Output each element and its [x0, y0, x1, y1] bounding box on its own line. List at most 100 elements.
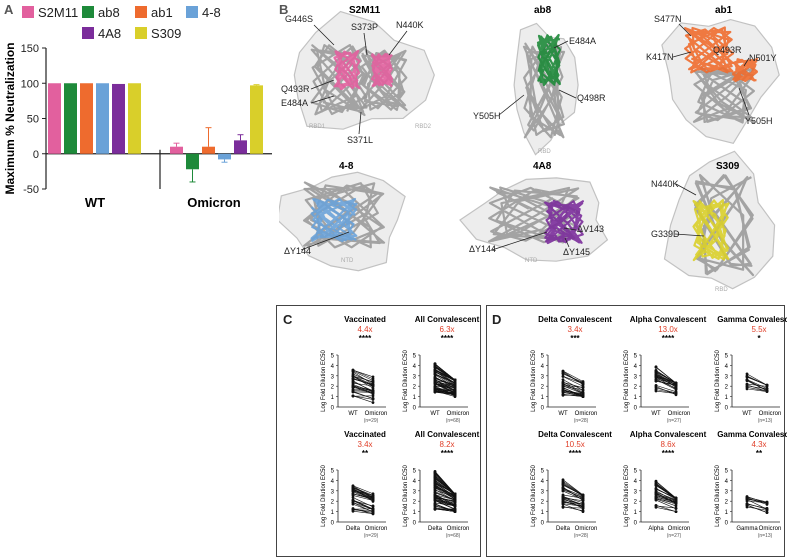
plot-title-c-vacc-wt: Vaccinated: [344, 315, 386, 324]
legend-label-S2M11: S2M11: [38, 5, 78, 20]
pair-line-c-vacc-wt: [352, 384, 374, 393]
pair-point-left-d-gamma-wt: [745, 387, 749, 391]
fold-change-c-vacc-wt: 4.4x: [357, 325, 372, 334]
x-label-left-c-conv-delta: Delta: [428, 526, 443, 532]
pair-line-d-alpha-wt: [655, 373, 677, 384]
pair-line-c-conv-delta: [434, 499, 456, 510]
pair-point-left-d-gamma-gamma: [745, 497, 749, 500]
y-axis-label-d-gamma-gamma: Log Fold Dilution EC50: [715, 464, 721, 526]
pair-point-right-d-delta-wt: [581, 395, 585, 398]
pair-point-left-d-alpha-wt: [654, 366, 658, 369]
fold-change-d-alpha-alpha: 8.6x: [660, 440, 675, 449]
y-axis-label-d-gamma-wt: Log Fold Dilution EC50: [715, 349, 721, 411]
pair-line-c-conv-wt: [434, 386, 456, 396]
y-tick-label: -50: [23, 184, 39, 196]
pair-point-right-c-vacc-wt: [371, 389, 375, 392]
pair-line-c-conv-wt: [434, 366, 456, 381]
y-tick-label-c-conv-delta: 2: [413, 500, 417, 506]
pair-point-left-d-delta-delta: [561, 496, 565, 500]
plot-title-d-gamma-wt: Gamma Convalescent: [717, 315, 787, 324]
y-tick-label-d-alpha-wt: 5: [634, 354, 638, 360]
pair-point-left-d-delta-wt: [561, 375, 565, 378]
y-tick-label-c-vacc-delta: 3: [331, 489, 335, 495]
pair-point-left-c-conv-delta: [433, 506, 437, 510]
pair-line-c-vacc-wt: [352, 391, 374, 399]
pair-line-c-vacc-wt: [352, 369, 374, 378]
y-axis-label-c-vacc-delta: Log Fold Dilution EC50: [321, 464, 327, 526]
pair-line-c-vacc-delta: [352, 488, 374, 498]
y-tick-label-d-gamma-gamma: 5: [725, 469, 729, 475]
fold-change-d-delta-delta: 10.5x: [565, 440, 585, 449]
pair-line-c-conv-delta: [434, 503, 456, 512]
y-tick-label-c-vacc-delta: 1: [331, 510, 335, 516]
pair-point-right-d-alpha-alpha: [674, 504, 678, 508]
y-tick-label-d-gamma-gamma: 4: [725, 479, 729, 485]
ab1-label-n501y-pointer: [743, 57, 750, 67]
y-tick-label-d-delta-wt: 1: [541, 395, 545, 401]
pair-line-d-alpha-alpha: [655, 493, 677, 504]
sample-count-c-conv-wt: (n=68): [446, 418, 461, 424]
pair-point-left-d-alpha-alpha: [654, 491, 658, 495]
pair-line-d-delta-wt: [562, 379, 584, 391]
pair-point-right-c-conv-delta: [453, 510, 457, 513]
pair-point-right-c-conv-delta: [453, 505, 457, 509]
pair-point-right-c-vacc-wt: [371, 377, 375, 381]
sample-count-d-alpha-alpha: (n=27): [667, 533, 682, 539]
pair-point-right-c-conv-wt: [453, 381, 457, 385]
plot-title-d-alpha-alpha: Alpha Convalescent: [630, 430, 707, 439]
pair-point-left-d-gamma-wt: [745, 382, 749, 386]
y-tick-label: 100: [21, 78, 39, 90]
pair-point-left-d-alpha-wt: [654, 386, 658, 390]
y-tick-label-c-vacc-wt: 4: [331, 364, 335, 370]
pair-point-right-d-alpha-wt: [674, 391, 678, 395]
f48-label-dy144: ΔY144: [284, 246, 311, 256]
pair-point-right-d-gamma-gamma: [765, 501, 769, 505]
pair-point-left-c-conv-delta: [433, 497, 437, 501]
ab1-label-y505h-pointer: [738, 87, 750, 116]
pair-point-right-d-delta-delta: [581, 495, 585, 499]
pair-line-d-delta-delta: [562, 499, 584, 505]
y-tick-label-c-vacc-wt: 5: [331, 354, 335, 360]
f48-label-dy144-pointer: [300, 231, 350, 251]
pair-line-d-alpha-wt: [655, 389, 677, 394]
pair-line-c-vacc-wt: [352, 375, 374, 385]
pair-point-left-c-vacc-delta: [351, 507, 355, 510]
x-label-right-d-delta-delta: Omicron: [575, 526, 598, 532]
pair-line-d-delta-wt: [562, 385, 584, 391]
y-tick-label-d-delta-wt: 2: [541, 385, 545, 391]
pair-point-left-c-conv-wt: [433, 385, 437, 389]
bar-Omicron-S2M11: [170, 146, 183, 154]
plot-title-d-delta-wt: Delta Convalescent: [538, 315, 612, 324]
f4a8-label-dv143-pointer: [563, 227, 577, 231]
pair-line-c-vacc-wt: [352, 377, 374, 386]
pair-point-right-c-vacc-wt: [371, 397, 375, 400]
s2m11-label-s371l: S371L: [347, 135, 373, 145]
structure-title-4a8: 4A8: [533, 161, 552, 172]
y-axis-label-d-delta-delta: Log Fold Dilution EC50: [531, 464, 537, 526]
pair-line-d-alpha-wt: [655, 377, 677, 390]
pair-point-left-d-alpha-alpha: [654, 482, 658, 486]
pair-line-d-alpha-wt: [655, 385, 677, 392]
pair-line-c-conv-wt: [434, 381, 456, 391]
ab1-label-s477n-pointer: [678, 23, 692, 37]
pair-point-left-c-conv-wt: [433, 390, 437, 394]
panel-letter-c: C: [283, 312, 293, 327]
pair-line-c-conv-wt: [434, 388, 456, 392]
ab1-epitope-1: [684, 26, 735, 74]
pair-point-left-c-conv-delta: [433, 469, 437, 473]
ab1-label-n501y: N501Y: [749, 53, 777, 63]
pair-point-right-c-vacc-delta: [371, 504, 375, 508]
y-axis-label: Maximum % Neutralization: [3, 42, 17, 194]
s309-corner-rbd: RBD: [715, 287, 728, 293]
pair-line-c-conv-delta: [434, 482, 456, 495]
x-label-right-c-vacc-delta: Omicron: [365, 526, 388, 532]
pair-line-c-conv-delta: [434, 508, 456, 512]
pair-line-d-delta-delta: [562, 503, 584, 507]
s2m11-backbone-1: [310, 44, 368, 117]
y-tick-label-d-delta-wt: 4: [541, 364, 545, 370]
pair-line-d-alpha-alpha: [655, 496, 677, 503]
plot-title-c-conv-delta: All Convalescent: [415, 430, 480, 439]
